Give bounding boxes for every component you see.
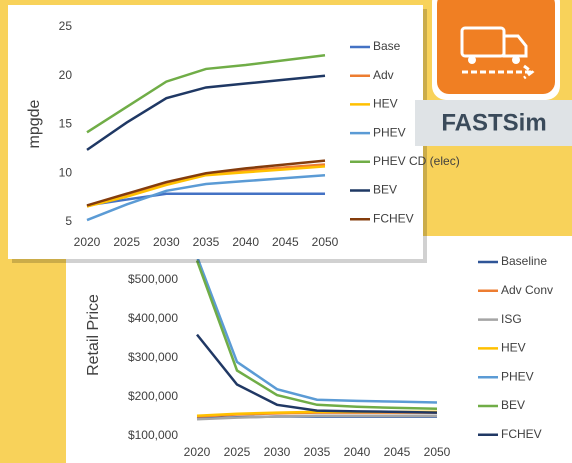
series-line [86, 159, 326, 207]
x-tick-label: 2030 [264, 445, 291, 459]
series-line [86, 165, 326, 208]
series-line [196, 414, 437, 421]
x-tick-label: 2040 [344, 445, 371, 459]
y-tick-label: $200,000 [128, 389, 178, 403]
legend-label: ISG [501, 312, 522, 326]
series-line [86, 173, 326, 222]
y-tick-label: $100,000 [128, 428, 178, 442]
x-tick-label: 2050 [312, 235, 339, 249]
truck-cab [502, 34, 528, 58]
x-tick-label: 2020 [74, 235, 101, 249]
y-tick-label: $500,000 [128, 272, 178, 286]
logo-tile [437, 0, 555, 94]
wheel [468, 56, 476, 64]
legend-label: Baseline [501, 254, 547, 268]
x-tick-label: 2045 [272, 235, 299, 249]
legend-label: PHEV [501, 369, 534, 383]
y-tick-label: 15 [59, 117, 73, 131]
x-tick-label: 2025 [224, 445, 251, 459]
x-tick-label: 2020 [184, 445, 211, 459]
legend-label: HEV [373, 97, 398, 111]
series-line [86, 192, 325, 207]
x-tick-label: 2035 [193, 235, 220, 249]
x-tick-label: 2040 [232, 235, 259, 249]
y-axis-title: mpgde [26, 99, 43, 148]
legend-label: Base [373, 39, 401, 53]
series-line [86, 74, 326, 151]
y-tick-label: $300,000 [128, 350, 178, 364]
legend-label: FCHEV [373, 211, 414, 225]
series-line [86, 54, 326, 134]
legend-label: Adv Conv [501, 283, 553, 297]
x-tick-label: 2025 [113, 235, 140, 249]
x-tick-label: 2050 [424, 445, 451, 459]
y-tick-label: 25 [59, 19, 73, 33]
logo-band [415, 100, 572, 146]
y-tick-label: 5 [65, 214, 72, 228]
y-tick-label: $400,000 [128, 311, 178, 325]
legend-label: PHEV [373, 125, 406, 139]
legend-label: PHEV CD (elec) [373, 154, 460, 168]
x-tick-label: 2035 [304, 445, 331, 459]
y-axis-title: Retail Price [85, 294, 102, 376]
wheel [512, 56, 520, 64]
series-line [195, 260, 438, 410]
x-tick-label: 2045 [384, 445, 411, 459]
legend-label: FCHEV [501, 427, 542, 441]
legend-label: BEV [373, 183, 397, 197]
y-tick-label: 10 [59, 165, 73, 179]
legend-label: BEV [501, 398, 525, 412]
logo: FASTSim [415, 0, 572, 146]
legend-label: Adv [373, 68, 394, 82]
series-line [195, 256, 438, 404]
logo-text: FASTSim [441, 109, 546, 136]
truck-arrow [462, 64, 535, 80]
x-tick-label: 2030 [153, 235, 180, 249]
legend-label: HEV [501, 341, 526, 355]
y-tick-label: 20 [59, 68, 73, 82]
series-line [196, 333, 438, 414]
lower-chart: Retail Price $100,000 $200,000 $300,000 $400… [85, 254, 553, 459]
